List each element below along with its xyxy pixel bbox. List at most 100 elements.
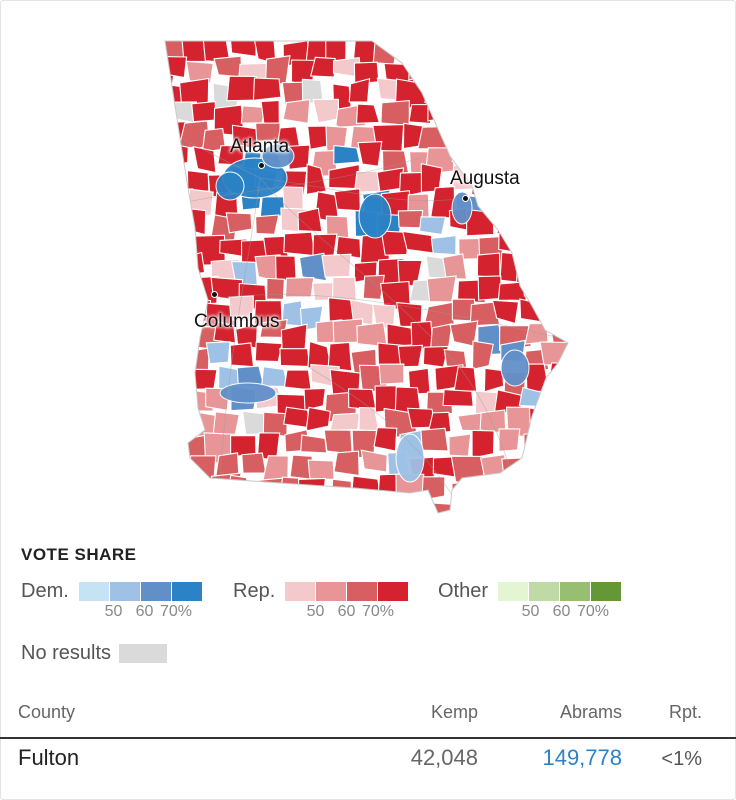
county-shape[interactable]	[530, 234, 560, 267]
county-shape[interactable]	[494, 38, 511, 59]
county-shape[interactable]	[168, 143, 189, 168]
county-shape[interactable]	[562, 258, 580, 285]
county-shape[interactable]	[226, 75, 257, 102]
header-abrams[interactable]: Abrams	[559, 702, 622, 722]
county-shape[interactable]	[563, 391, 580, 416]
county-shape[interactable]	[373, 427, 398, 452]
county-shape[interactable]	[519, 298, 544, 323]
county-shape[interactable]	[454, 501, 486, 518]
county-shape[interactable]	[515, 122, 543, 150]
county-shape[interactable]	[229, 38, 257, 57]
county-shape[interactable]	[185, 60, 214, 84]
county-shape[interactable]	[505, 492, 529, 518]
county-shape[interactable]	[192, 502, 211, 518]
county-shape[interactable]	[331, 478, 353, 503]
county-shape[interactable]	[450, 455, 485, 484]
county-shape[interactable]	[542, 478, 563, 502]
county-shape[interactable]	[401, 230, 436, 254]
county-shape[interactable]	[231, 124, 258, 150]
county-shape[interactable]	[549, 105, 575, 127]
county-shape[interactable]	[467, 517, 494, 518]
georgia-county-map[interactable]: Atlanta Augusta Columbus	[160, 38, 580, 518]
county-shape[interactable]	[564, 340, 580, 367]
county-shape[interactable]	[445, 122, 471, 146]
county-shape[interactable]	[456, 101, 491, 120]
county-shape[interactable]	[573, 450, 580, 477]
county-shape[interactable]	[539, 341, 568, 366]
county-shape[interactable]	[160, 362, 167, 392]
county-shape[interactable]	[547, 362, 577, 391]
county-shape[interactable]	[424, 80, 455, 106]
county-shape[interactable]	[376, 473, 399, 506]
county-shape[interactable]	[205, 341, 231, 365]
county-shape[interactable]	[575, 497, 580, 518]
county-shape[interactable]	[443, 83, 470, 115]
county-shape[interactable]	[504, 145, 531, 169]
county-shape[interactable]	[460, 38, 487, 43]
county-shape[interactable]	[160, 345, 168, 375]
county-shape[interactable]	[442, 253, 468, 280]
county-shape[interactable]	[481, 38, 512, 39]
county-shape[interactable]	[567, 212, 580, 238]
county-shape[interactable]	[525, 454, 551, 483]
county-shape[interactable]	[505, 38, 530, 45]
county-shape[interactable]	[519, 214, 551, 244]
county-shape[interactable]	[576, 407, 580, 439]
county-shape[interactable]	[538, 39, 570, 69]
header-reporting[interactable]: Rpt.	[668, 702, 702, 722]
county-shape[interactable]	[160, 193, 169, 220]
county-shape[interactable]	[498, 232, 528, 255]
county-shape[interactable]	[571, 276, 580, 307]
county-shape[interactable]	[165, 452, 193, 483]
county-shape[interactable]	[569, 146, 580, 167]
county-shape[interactable]	[570, 126, 580, 145]
county-shape[interactable]	[469, 124, 500, 153]
county-shape[interactable]	[303, 387, 327, 411]
county-shape[interactable]	[504, 190, 532, 215]
county-shape[interactable]	[357, 140, 383, 167]
county-shape[interactable]	[333, 450, 360, 477]
county-shape[interactable]	[305, 406, 331, 432]
county-shape[interactable]	[473, 476, 496, 495]
county-shape[interactable]	[283, 231, 316, 257]
county-shape[interactable]	[192, 145, 217, 174]
county-shape[interactable]	[569, 306, 580, 335]
county-shape[interactable]	[570, 171, 580, 197]
county-shape[interactable]	[471, 340, 494, 371]
county-shape[interactable]	[279, 348, 311, 368]
county-shape[interactable]	[160, 347, 187, 374]
county-shape[interactable]	[520, 83, 545, 108]
county-shape[interactable]	[160, 301, 187, 323]
county-shape[interactable]	[451, 143, 481, 163]
county-shape[interactable]	[283, 369, 312, 391]
county-shape[interactable]	[524, 322, 549, 345]
county-shape[interactable]	[298, 252, 327, 282]
county-shape[interactable]	[284, 276, 315, 298]
county-shape[interactable]	[254, 214, 280, 235]
county-shape[interactable]	[420, 427, 449, 452]
county-shape[interactable]	[528, 144, 555, 169]
county-shape[interactable]	[321, 253, 352, 278]
county-shape[interactable]	[214, 498, 247, 518]
county-shape[interactable]	[544, 386, 572, 411]
county-shape[interactable]	[408, 54, 434, 81]
county-shape[interactable]	[571, 61, 580, 89]
county-shape[interactable]	[186, 169, 210, 192]
county-shape[interactable]	[307, 459, 335, 480]
county-shape[interactable]	[354, 498, 383, 517]
county-shape[interactable]	[477, 101, 504, 122]
county-shape[interactable]	[165, 408, 190, 435]
county-shape[interactable]	[166, 361, 191, 388]
county-shape[interactable]	[476, 252, 501, 279]
county-shape[interactable]	[542, 209, 572, 236]
county-shape[interactable]	[160, 213, 166, 241]
county-shape[interactable]	[578, 368, 580, 393]
county-shape[interactable]	[160, 303, 161, 324]
county-shape[interactable]	[160, 280, 162, 302]
county-shape[interactable]	[282, 99, 311, 124]
county-shape[interactable]	[355, 103, 381, 124]
county-shape[interactable]	[160, 452, 168, 481]
county-shape[interactable]	[523, 38, 550, 42]
county-shape[interactable]	[538, 129, 569, 152]
county-shape[interactable]	[523, 169, 551, 192]
